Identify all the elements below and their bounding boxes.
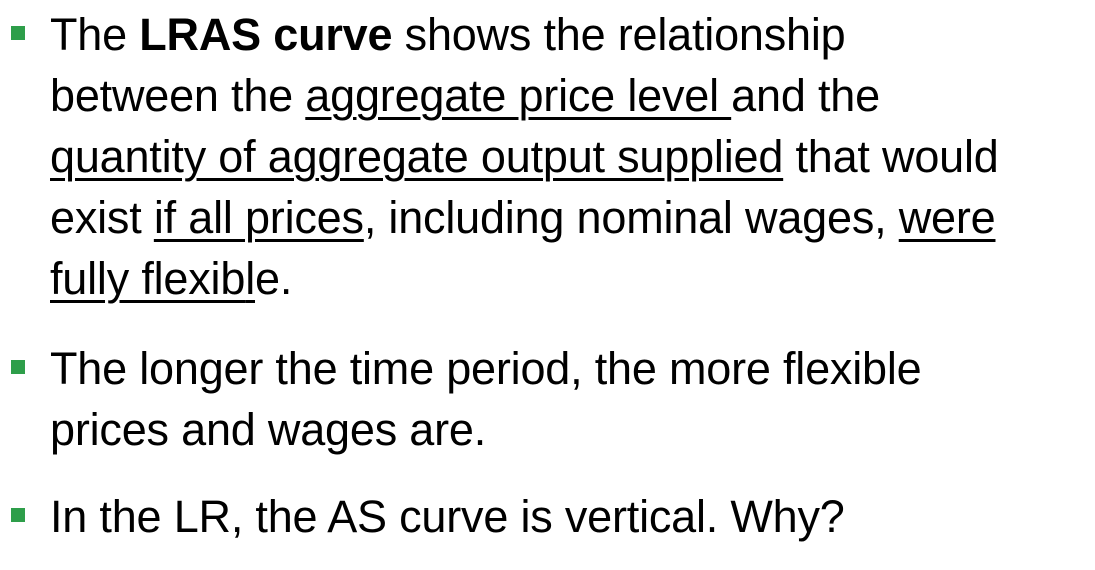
text-line: fully flexible. xyxy=(50,248,1095,309)
text-run: that would xyxy=(783,131,999,182)
square-bullet-icon xyxy=(11,360,25,374)
text-line: quantity of aggregate output supplied th… xyxy=(50,126,1095,187)
text-line: between the aggregate price level and th… xyxy=(50,65,1095,126)
text-run: shows the relationship xyxy=(392,9,846,60)
text-run: between the xyxy=(50,70,306,121)
text-line: The longer the time period, the more fle… xyxy=(50,343,922,394)
bullet-text: In the LR, the AS curve is vertical. Why… xyxy=(50,486,1095,547)
underlined-term-aggregate-price-level: aggregate price level xyxy=(305,70,732,121)
text-line: The LRAS curve shows the relationship xyxy=(50,4,1095,65)
underlined-term-quantity-supplied: quantity of aggregate output supplied xyxy=(50,131,784,182)
text-line: prices and wages are. xyxy=(50,404,487,455)
square-bullet-icon xyxy=(11,26,25,40)
underlined-term-if-all-prices: if all prices xyxy=(153,192,364,243)
square-bullet-icon xyxy=(11,508,25,522)
bold-term-lras-curve: LRAS curve xyxy=(139,9,393,60)
underlined-term-fully-flexible: l xyxy=(245,253,255,304)
bullet-item-lr-as-vertical: In the LR, the AS curve is vertical. Why… xyxy=(0,486,1095,548)
bullet-item-lras-definition: The LRAS curve shows the relationship be… xyxy=(0,4,1095,304)
bullet-text: The longer the time period, the more fle… xyxy=(50,338,1095,460)
bullet-text: The LRAS curve shows the relationship be… xyxy=(50,4,1095,309)
text-run: exist xyxy=(50,192,154,243)
bullet-item-time-period: The longer the time period, the more fle… xyxy=(0,338,1095,462)
text-line: In the LR, the AS curve is vertical. Why… xyxy=(50,491,845,542)
text-run: , including nominal wages, xyxy=(363,192,899,243)
underlined-term-were: were xyxy=(898,192,996,243)
text-run: . xyxy=(279,253,293,304)
text-run: The xyxy=(50,9,140,60)
text-line: exist if all prices, including nominal w… xyxy=(50,187,1095,248)
underlined-term-fully-flexible: fully flexib xyxy=(50,253,246,304)
text-run: and the xyxy=(731,70,880,121)
text-run: e xyxy=(255,253,280,304)
